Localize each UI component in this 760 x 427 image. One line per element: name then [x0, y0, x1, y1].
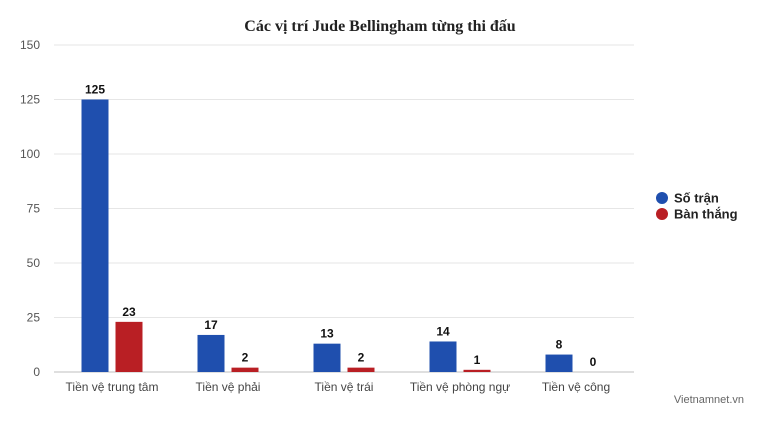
bars — [81, 99, 573, 373]
data-label: 17 — [204, 318, 218, 332]
data-label: 2 — [358, 351, 365, 365]
source-credit: Vietnamnet.vn — [674, 394, 744, 406]
y-tick-label: 0 — [33, 365, 40, 379]
y-tick-label: 25 — [27, 311, 41, 325]
data-label: 0 — [590, 355, 597, 369]
x-tick-label: Tiền vệ phải — [196, 380, 261, 394]
bar-so-tran[interactable] — [313, 343, 341, 372]
bar-so-tran[interactable] — [197, 334, 225, 372]
data-label: 1 — [474, 353, 481, 367]
y-axis: 0 25 50 75 100 125 150 — [20, 38, 40, 379]
bar-ban-thang[interactable] — [231, 367, 259, 372]
bar-so-tran[interactable] — [545, 354, 573, 372]
data-label: 2 — [242, 351, 249, 365]
data-label: 13 — [320, 327, 334, 341]
legend-label: Bàn thắng — [674, 207, 738, 222]
bar-so-tran[interactable] — [81, 99, 109, 373]
y-tick-label: 75 — [27, 202, 41, 216]
bar-ban-thang[interactable] — [115, 321, 143, 372]
legend-label: Số trận — [674, 191, 719, 206]
data-label: 8 — [556, 338, 563, 352]
legend-marker — [656, 208, 668, 220]
x-tick-label: Tiền vệ trung tâm — [66, 380, 159, 394]
gridlines — [54, 44, 634, 373]
y-tick-label: 125 — [20, 93, 40, 107]
x-tick-label: Tiền vệ phòng ngự — [410, 380, 510, 394]
x-tick-label: Tiền vệ trái — [315, 380, 374, 394]
bar-so-tran[interactable] — [429, 341, 457, 372]
data-labels: 125 23 17 2 13 2 14 1 8 0 — [85, 83, 597, 370]
x-tick-label: Tiền vệ công — [542, 380, 610, 394]
data-label: 125 — [85, 83, 105, 97]
data-label: 23 — [122, 305, 136, 319]
legend-marker — [656, 192, 668, 204]
chart-title: Các vị trí Jude Bellingham từng thi đấu — [244, 18, 516, 35]
y-tick-label: 100 — [20, 147, 40, 161]
legend-item[interactable]: Bàn thắng — [656, 207, 738, 222]
x-axis: Tiền vệ trung tâm Tiền vệ phải Tiền vệ trá… — [66, 380, 611, 394]
data-label: 14 — [436, 324, 450, 338]
bar-ban-thang[interactable] — [347, 367, 375, 372]
y-tick-label: 50 — [27, 256, 41, 270]
y-tick-label: 150 — [20, 38, 40, 52]
bar-ban-thang[interactable] — [463, 369, 491, 372]
legend-item[interactable]: Số trận — [656, 191, 719, 206]
